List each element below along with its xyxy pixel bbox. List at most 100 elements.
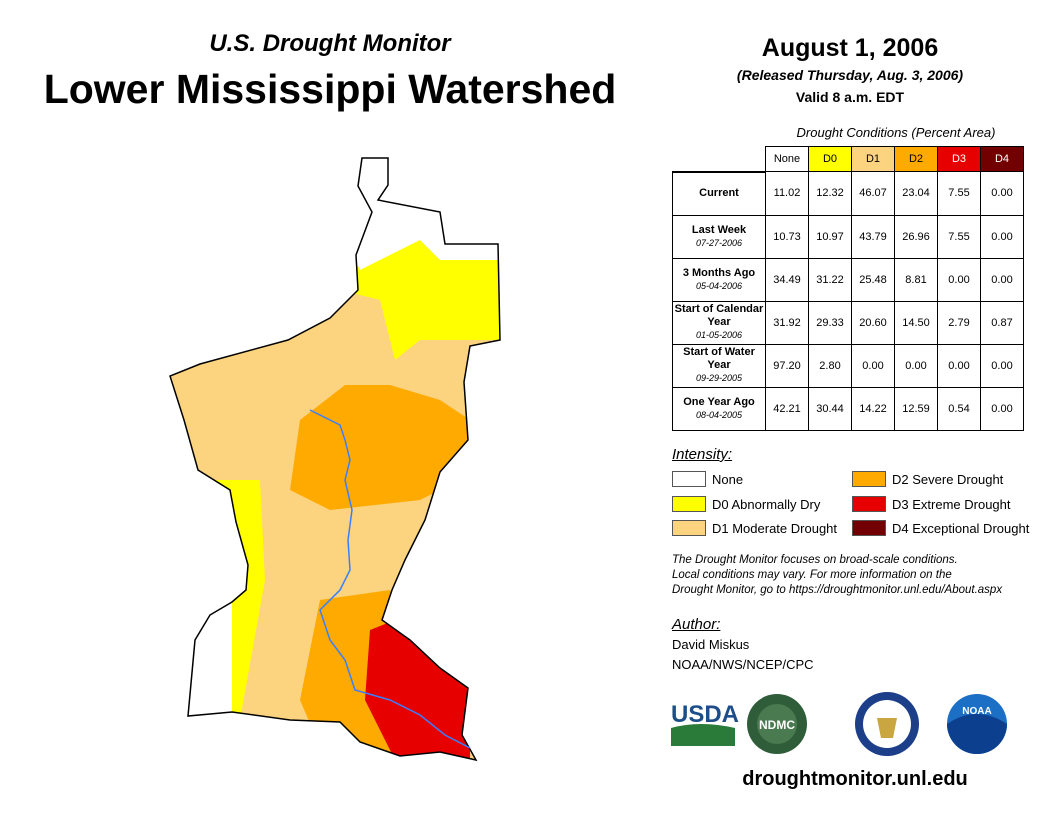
- legend-item: D4 Exceptional Drought: [852, 520, 1029, 536]
- table-caption: Drought Conditions (Percent Area): [796, 125, 996, 140]
- row-date: 08-04-2005: [695, 409, 743, 420]
- disclaimer-note: The Drought Monitor focuses on broad-sca…: [672, 553, 1002, 598]
- table-cell: 0.00: [980, 257, 1024, 302]
- table-row: Start of Water Year 09-29-2005 97.20 2.80 0.…: [672, 343, 1024, 388]
- row-label-text: 3 Months Ago: [682, 266, 756, 279]
- table-cell: 31.22: [808, 257, 852, 302]
- table-cell: 12.32: [808, 171, 852, 216]
- row-label-text: Start of Water Year: [683, 346, 755, 371]
- usda-logo: USDA: [671, 701, 739, 746]
- drought-table: None D0 D1 D2 D3 D4 Current 11.02 12.32 46.…: [672, 146, 1024, 431]
- table-cell: 2.79: [937, 300, 981, 345]
- table-cell: 2.80: [808, 343, 852, 388]
- svg-text:USDA: USDA: [671, 701, 739, 728]
- subtitle: U.S. Drought Monitor: [209, 30, 451, 57]
- release-date: (Released Thursday, Aug. 3, 2006): [736, 67, 964, 83]
- svg-text:NDMC: NDMC: [759, 718, 795, 732]
- table-cell: 0.54: [937, 386, 981, 431]
- row-label-text: Last Week: [691, 223, 747, 236]
- table-row: One Year Ago 08-04-2005 42.21 30.44 14.22 12.…: [672, 386, 1024, 431]
- table-row: Current 11.02 12.32 46.07 23.04 7.55 0.00: [672, 171, 1024, 216]
- table-cell: 7.55: [937, 171, 981, 216]
- row-date: 07-27-2006: [695, 237, 743, 248]
- legend-swatch: [672, 471, 706, 487]
- table-cell: 46.07: [851, 171, 895, 216]
- legend-label: D3 Extreme Drought: [892, 496, 1011, 512]
- row-label: Start of Calendar Year 01-05-2006: [672, 300, 766, 345]
- row-label: Last Week 07-27-2006: [672, 214, 766, 259]
- note-line: The Drought Monitor focuses on broad-sca…: [672, 554, 958, 566]
- d3-region: [365, 620, 470, 760]
- table-cell: 0.00: [980, 343, 1024, 388]
- valid-time: Valid 8 a.m. EDT: [795, 89, 905, 105]
- legend-swatch: [852, 520, 886, 536]
- legend-item: D2 Severe Drought: [852, 471, 1003, 487]
- table-cell: 10.97: [808, 214, 852, 259]
- table-cell: 12.59: [894, 386, 938, 431]
- footer-url[interactable]: droughtmonitor.unl.edu: [742, 768, 968, 790]
- table-cell: 30.44: [808, 386, 852, 431]
- legend-swatch: [672, 496, 706, 512]
- table-cell: 8.81: [894, 257, 938, 302]
- table-cell: 10.73: [765, 214, 809, 259]
- map-date: August 1, 2006: [761, 34, 939, 62]
- row-date: 05-04-2006: [695, 280, 743, 291]
- table-cell: 0.00: [980, 214, 1024, 259]
- table-cell: 0.00: [980, 171, 1024, 216]
- table-cell: 20.60: [851, 300, 895, 345]
- legend-label: D1 Moderate Drought: [712, 520, 838, 536]
- table-cell: 0.00: [980, 386, 1024, 431]
- noaa-logo: NOAA: [947, 694, 1007, 754]
- table-cell: 26.96: [894, 214, 938, 259]
- table-cell: 14.50: [894, 300, 938, 345]
- d2-region-central: [290, 385, 470, 510]
- table-row: Start of Calendar Year 01-05-2006 31.92 29.…: [672, 300, 1024, 345]
- table-cell: 0.00: [937, 343, 981, 388]
- col-d0: D0: [808, 146, 852, 172]
- legend-item: D3 Extreme Drought: [852, 496, 1011, 512]
- row-label: One Year Ago 08-04-2005: [672, 386, 766, 431]
- legend-title: Intensity:: [672, 446, 733, 463]
- table-cell: 0.00: [937, 257, 981, 302]
- svg-text:NOAA: NOAA: [962, 706, 991, 717]
- table-cell: 23.04: [894, 171, 938, 216]
- legend-item: D0 Abnormally Dry: [672, 496, 820, 512]
- table-cell: 97.20: [765, 343, 809, 388]
- legend-swatch: [672, 520, 706, 536]
- river: [309, 409, 471, 749]
- page-title: Lower Mississippi Watershed: [43, 66, 617, 112]
- col-d4: D4: [980, 146, 1024, 172]
- row-label: Current: [672, 171, 766, 216]
- legend-label: D0 Abnormally Dry: [712, 496, 821, 512]
- table-cell: 7.55: [937, 214, 981, 259]
- table-row: Last Week 07-27-2006 10.73 10.97 43.79 26.96 7…: [672, 214, 1024, 259]
- row-label-text: One Year Ago: [683, 395, 755, 408]
- row-label: 3 Months Ago 05-04-2006: [672, 257, 766, 302]
- row-label-text: Current: [699, 187, 739, 199]
- col-d2: D2: [894, 146, 938, 172]
- watershed-map: [169, 157, 501, 761]
- table-cell: 11.02: [765, 171, 809, 216]
- legend-swatch: [852, 471, 886, 487]
- table-cell: 43.79: [851, 214, 895, 259]
- none-region-west: [170, 600, 232, 720]
- table-cell: 0.87: [980, 300, 1024, 345]
- table-cell: 42.21: [765, 386, 809, 431]
- table-cell: 0.00: [894, 343, 938, 388]
- author-org: NOAA/NWS/NCEP/CPC: [672, 657, 814, 672]
- note-line: Local conditions may vary. For more info…: [672, 569, 952, 581]
- legend-item: D1 Moderate Drought: [672, 520, 837, 536]
- table-cell: 25.48: [851, 257, 895, 302]
- row-label-text: Start of Calendar Year: [674, 303, 764, 328]
- logos: USDA NDMC NOAA: [671, 692, 1007, 756]
- table-cell: 29.33: [808, 300, 852, 345]
- table-cell: 31.92: [765, 300, 809, 345]
- table-cell: 14.22: [851, 386, 895, 431]
- legend-item: None: [672, 471, 743, 487]
- legend-label: D4 Exceptional Drought: [892, 520, 1030, 536]
- table-cell: 34.49: [765, 257, 809, 302]
- col-none: None: [765, 146, 809, 172]
- legend-swatch: [852, 496, 886, 512]
- table-cell: 0.00: [851, 343, 895, 388]
